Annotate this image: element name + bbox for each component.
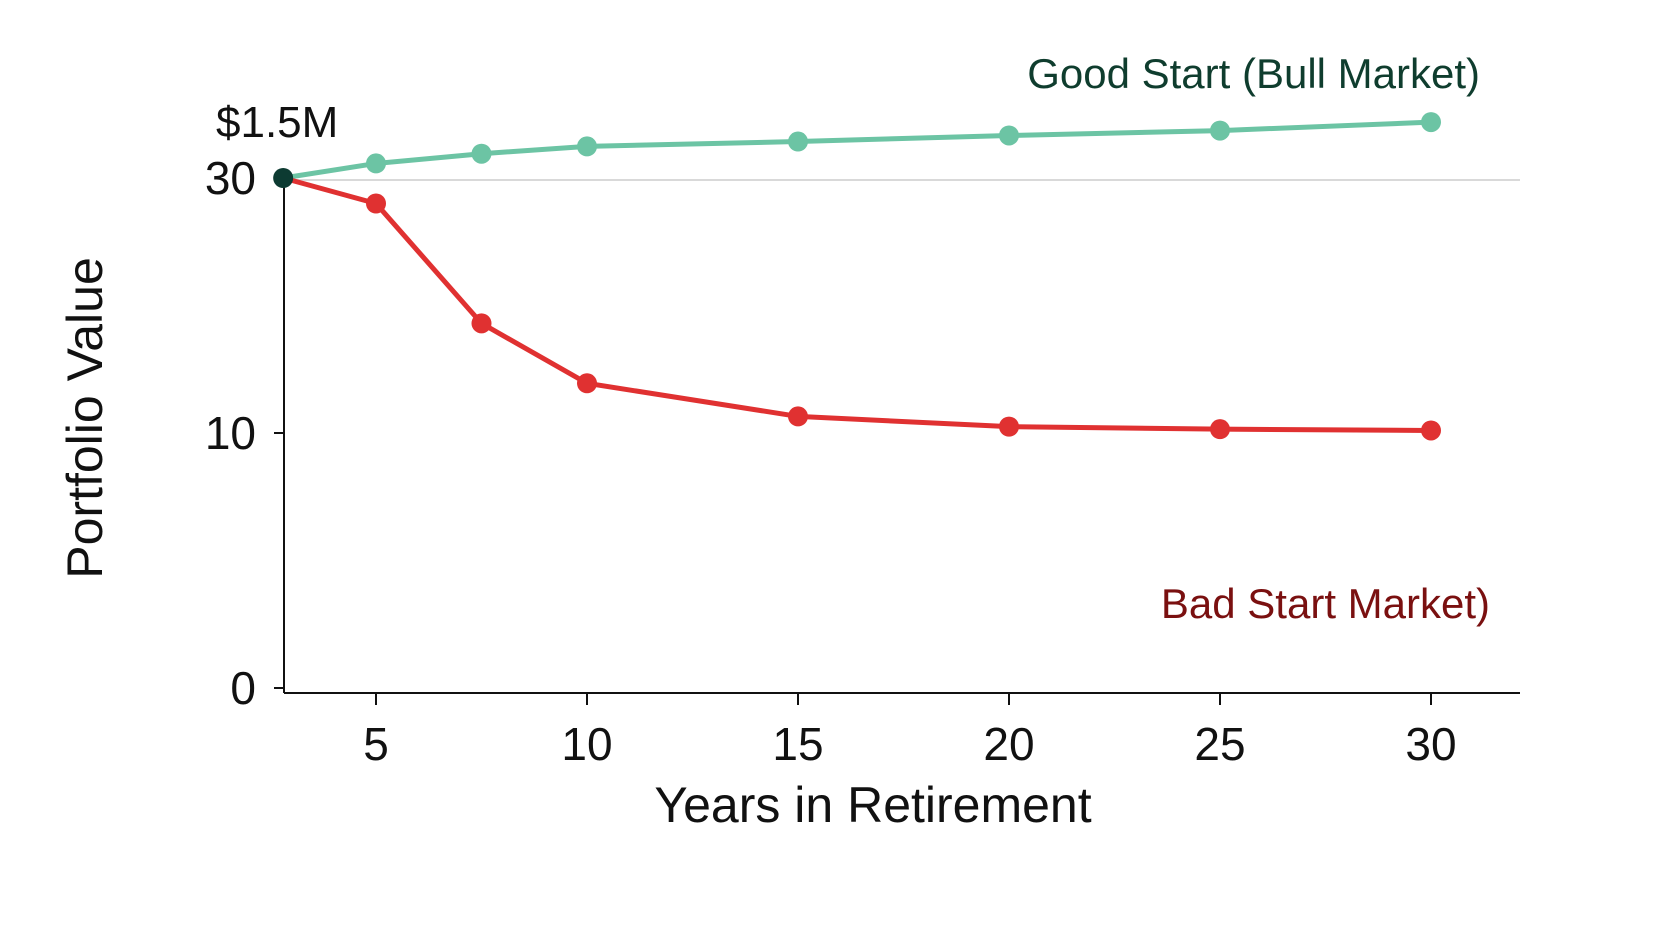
data-point [471, 143, 492, 164]
data-point [999, 416, 1019, 437]
data-point [1210, 120, 1230, 141]
data-point [999, 125, 1019, 146]
x-tick-label: 10 [561, 718, 612, 770]
y-tick-label: 0 [230, 662, 256, 714]
x-tick-label: 15 [772, 718, 823, 770]
start-value-label: $1.5M [216, 98, 338, 147]
x-tick-label: 20 [983, 718, 1034, 770]
x-tick-label: 25 [1194, 718, 1245, 770]
data-point [1421, 112, 1441, 133]
series-labels: Good Start (Bull Market) Bad Start Market… [1027, 50, 1490, 627]
series-line-1 [280, 175, 1434, 433]
series-label-1: Bad Start Market) [1161, 580, 1490, 627]
series-layer [273, 112, 1441, 441]
y-tick-label: 10 [205, 407, 256, 459]
data-point [577, 136, 597, 157]
data-point [471, 313, 492, 334]
start-data-point [273, 168, 294, 188]
data-point [366, 153, 386, 174]
data-point [788, 406, 808, 427]
series-line-0 [280, 119, 1434, 181]
x-axis-title: Years in Retirement [654, 777, 1091, 833]
x-tick-label: 30 [1405, 718, 1456, 770]
y-ticks: 0 10 30 [205, 152, 284, 714]
x-ticks: 5 10 15 20 25 30 [363, 693, 1457, 770]
data-point [788, 131, 808, 152]
x-tick-label: 5 [363, 718, 389, 770]
data-point [1421, 420, 1441, 441]
data-point [1210, 419, 1230, 440]
data-point [577, 373, 597, 394]
data-point [366, 193, 386, 214]
y-tick-label: 30 [205, 152, 256, 204]
y-axis-title: Portfolio Value [57, 257, 113, 578]
series-label-0: Good Start (Bull Market) [1027, 50, 1480, 97]
